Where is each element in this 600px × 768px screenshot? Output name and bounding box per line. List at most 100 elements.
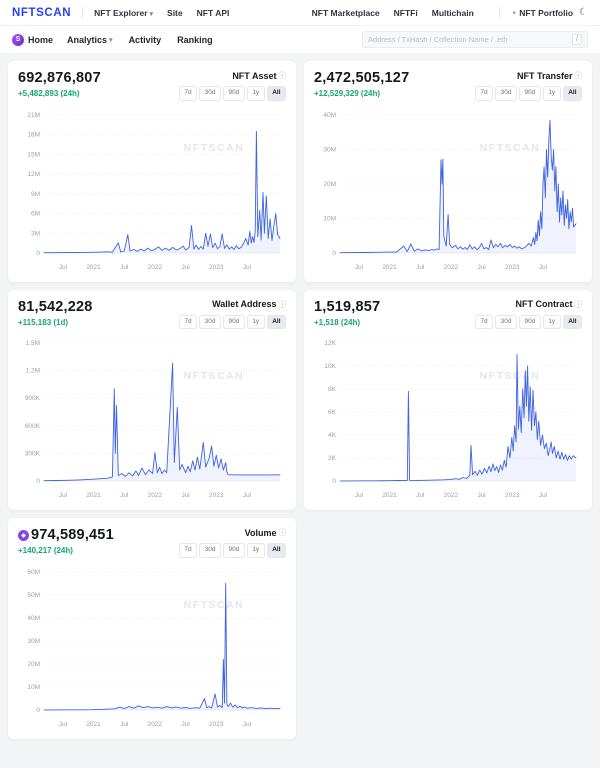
range-button-1y[interactable]: 1y [246,314,265,329]
metric-change: +140,217 (24h) [18,546,73,555]
nav-analytics[interactable]: Analytics ▾ [67,34,113,45]
svg-text:Jul: Jul [355,264,364,271]
svg-text:2022: 2022 [148,492,163,499]
card-header: ◆ 974,589,451 +140,217 (24h) Volume ⓘ 7d… [18,527,286,558]
nav-nftfi[interactable]: NFTFi [393,7,418,18]
metric-title: NFT Asset [232,70,277,81]
line-chart[interactable]: 0 2K 4K 6K 8K 10K 12K Jul 2021 Jul 2022 Jul 2023 Jul N… [314,333,582,505]
cards-grid: ◆ 692,876,807 +5,482,893 (24h) NFT Asset… [0,53,600,747]
metric-change: +5,482,893 (24h) [18,89,80,98]
range-button-7d[interactable]: 7d [178,86,198,101]
range-button-1y[interactable]: 1y [542,314,561,329]
range-button-30d[interactable]: 30d [199,543,221,558]
svg-text:6K: 6K [328,409,337,416]
nftscan-mark-icon: S [12,33,24,46]
range-button-all[interactable]: All [562,86,582,101]
chart-card: ◆ 692,876,807 +5,482,893 (24h) NFT Asset… [8,61,296,282]
metric-title: NFT Contract [515,299,573,309]
svg-text:Jul: Jul [120,492,129,499]
range-button-90d[interactable]: 90d [222,314,245,329]
metric-change: +12,529,329 (24h) [314,89,381,98]
nav-multichain[interactable]: Multichain [431,7,474,18]
range-button-7d[interactable]: 7d [178,314,198,329]
chart-watermark: NFTSCAN [480,141,541,153]
chart-card: ◆ 1,519,857 +1,518 (24h) NFT Contract ⓘ … [304,289,592,510]
svg-text:Jul: Jul [181,492,190,499]
svg-text:2021: 2021 [86,264,101,271]
range-button-90d[interactable]: 90d [222,86,245,101]
info-icon[interactable]: ⓘ [574,299,583,309]
info-icon[interactable]: ⓘ [278,528,287,537]
line-chart[interactable]: 0 10M 20M 30M 40M 50M 60M Jul 2021 Jul 2022 Jul 2023… [18,562,286,734]
range-button-7d[interactable]: 7d [474,314,494,329]
range-button-all[interactable]: All [266,314,286,329]
metric-title: NFT Transfer [516,70,573,81]
line-chart[interactable]: 0 300K 600K 900K 1.2M 1.5M Jul 2021 Jul 2022 Jul 20… [18,333,286,505]
range-button-30d[interactable]: 30d [199,314,221,329]
moon-icon[interactable]: ☾ [579,7,588,18]
metric-title: Volume [244,527,277,538]
range-button-1y[interactable]: 1y [246,543,265,558]
nftscan-logo[interactable]: NFTSCAN [12,6,72,19]
line-chart[interactable]: 0 10M 20M 30M 40M Jul 2021 Jul 2022 Jul 2023 Jul NFT… [314,105,582,277]
svg-text:900K: 900K [25,395,41,402]
svg-text:2023: 2023 [505,492,520,499]
range-button-7d[interactable]: 7d [474,86,494,101]
svg-text:2023: 2023 [209,492,224,499]
svg-text:0: 0 [332,478,336,485]
chart-watermark: NFTSCAN [184,141,245,153]
info-icon[interactable]: ⓘ [278,299,287,309]
svg-text:4K: 4K [328,432,337,439]
svg-text:Jul: Jul [477,492,486,499]
range-button-all[interactable]: All [562,314,582,329]
divider [82,7,84,18]
svg-text:0: 0 [36,250,40,257]
range-button-1y[interactable]: 1y [542,86,561,101]
svg-text:6M: 6M [31,210,40,217]
nav-nft-api[interactable]: NFT API [196,7,230,18]
svg-text:0: 0 [332,250,336,257]
svg-text:10K: 10K [324,363,336,370]
range-button-all[interactable]: All [266,543,286,558]
nav-site[interactable]: Site [167,7,183,18]
range-buttons: 7d 30d 90d 1y All [178,314,286,329]
range-button-90d[interactable]: 90d [518,86,541,101]
card-header: ◆ 692,876,807 +5,482,893 (24h) NFT Asset… [18,70,286,101]
svg-text:40M: 40M [27,615,40,622]
svg-text:50M: 50M [27,592,40,599]
range-button-7d[interactable]: 7d [178,543,198,558]
svg-text:Jul: Jul [120,721,129,728]
range-button-90d[interactable]: 90d [518,314,541,329]
svg-text:1.2M: 1.2M [26,368,40,375]
range-button-30d[interactable]: 30d [199,86,221,101]
svg-text:2021: 2021 [86,492,101,499]
svg-text:3M: 3M [31,230,40,237]
svg-text:2022: 2022 [148,264,163,271]
range-button-all[interactable]: All [266,86,286,101]
metric-value: 1,519,857 [314,298,381,315]
svg-text:18M: 18M [27,131,40,138]
info-icon[interactable]: ⓘ [574,71,583,80]
range-button-30d[interactable]: 30d [495,86,517,101]
nav-nft-portfolio[interactable]: ◔ NFT Portfolio [510,7,574,18]
search-input[interactable] [368,35,573,44]
nav-nft-explorer[interactable]: NFT Explorer ▾ [94,7,154,18]
svg-text:2K: 2K [328,455,337,462]
metric-title: Wallet Address [212,299,277,309]
metric-value: 81,542,228 [18,298,93,315]
range-button-90d[interactable]: 90d [222,543,245,558]
nav-home[interactable]: S Home [12,33,53,46]
nav-nft-marketplace[interactable]: NFT Marketplace [311,7,380,18]
svg-text:2021: 2021 [382,264,397,271]
range-button-30d[interactable]: 30d [495,314,517,329]
nav-activity[interactable]: Activity [128,34,162,45]
nav-ranking[interactable]: Ranking [177,34,213,45]
search-box[interactable]: / [362,31,588,48]
svg-text:2022: 2022 [444,264,459,271]
range-button-1y[interactable]: 1y [246,86,265,101]
svg-text:10M: 10M [27,684,40,691]
line-chart[interactable]: 0 3M 6M 9M 12M 15M 18M 21M Jul 2021 Jul 2022 Jul 2023… [18,105,286,277]
svg-text:0: 0 [36,478,40,485]
svg-text:12K: 12K [324,340,336,347]
info-icon[interactable]: ⓘ [278,71,287,80]
